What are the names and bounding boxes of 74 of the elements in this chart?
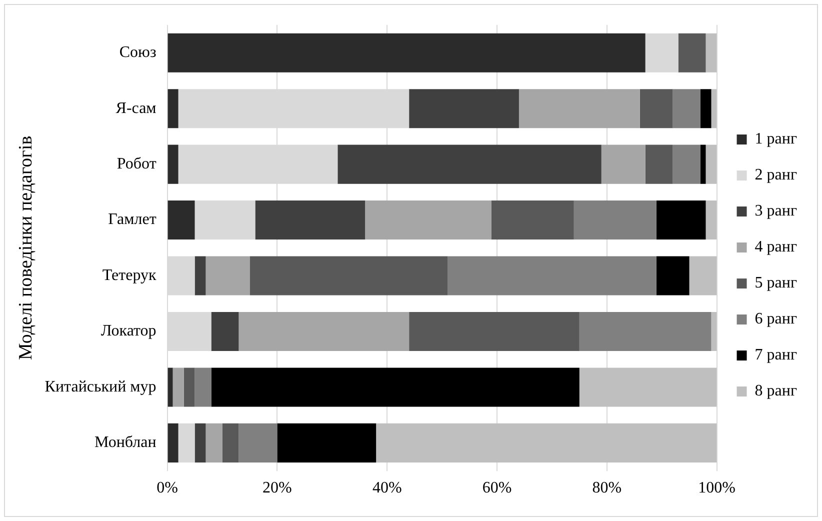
y-tick-label: Локатор bbox=[100, 322, 156, 340]
y-tick-label: Монблан bbox=[94, 434, 157, 452]
bar bbox=[672, 89, 700, 128]
bar bbox=[194, 368, 212, 407]
y-tick-label: Робот bbox=[116, 156, 156, 173]
bar bbox=[518, 89, 640, 128]
legend-label: 6 ранг bbox=[754, 310, 798, 328]
x-tick-label: 80% bbox=[592, 480, 622, 497]
legend-label: 2 ранг bbox=[754, 166, 798, 184]
bar bbox=[168, 368, 173, 407]
y-tick-label: Я-сам bbox=[116, 100, 156, 117]
bar bbox=[168, 89, 178, 128]
bar bbox=[700, 89, 712, 128]
bar bbox=[222, 423, 239, 462]
bar bbox=[601, 144, 646, 184]
bar bbox=[238, 423, 278, 462]
bar bbox=[706, 144, 717, 184]
legend-label: 3 ранг bbox=[754, 202, 798, 220]
bar bbox=[277, 423, 376, 462]
legend-label: 1 ранг bbox=[754, 130, 798, 148]
bar bbox=[706, 33, 717, 72]
bar bbox=[640, 89, 673, 128]
y-tick-label: Гамлет bbox=[108, 211, 156, 228]
bar bbox=[645, 144, 673, 184]
y-axis-title: Моделі поведінки педагогів bbox=[15, 136, 36, 360]
bar bbox=[338, 144, 602, 184]
bar bbox=[168, 33, 646, 72]
x-tick-label: 0% bbox=[156, 480, 178, 497]
bar bbox=[689, 256, 717, 296]
bar bbox=[194, 423, 206, 462]
bar bbox=[409, 312, 580, 351]
bar bbox=[574, 200, 656, 240]
bar bbox=[168, 423, 178, 462]
bar bbox=[706, 200, 717, 240]
y-tick-label: Китайський мур bbox=[44, 378, 156, 396]
bar bbox=[206, 423, 222, 462]
bar bbox=[672, 144, 700, 184]
bar bbox=[448, 256, 656, 296]
x-tick-label: 100% bbox=[698, 480, 736, 497]
bar bbox=[194, 200, 256, 240]
x-tick-label: 60% bbox=[482, 480, 512, 497]
bar bbox=[409, 89, 519, 128]
bar bbox=[238, 312, 410, 351]
bar bbox=[194, 256, 206, 296]
bar bbox=[168, 144, 178, 184]
bar bbox=[376, 423, 717, 462]
y-tick-label: Тетерук bbox=[102, 266, 157, 284]
bar bbox=[365, 200, 492, 240]
bar bbox=[656, 256, 690, 296]
bar bbox=[178, 423, 195, 462]
bar bbox=[211, 368, 580, 407]
bar bbox=[678, 33, 706, 72]
bar bbox=[645, 33, 678, 72]
bar bbox=[168, 200, 195, 240]
legend-label: 7 ранг bbox=[754, 346, 798, 364]
y-tick-label: Союз bbox=[119, 44, 156, 62]
bar bbox=[211, 312, 239, 351]
bar bbox=[711, 312, 717, 351]
bar bbox=[184, 368, 195, 407]
bar bbox=[491, 200, 574, 240]
x-tick-label: 20% bbox=[262, 480, 292, 497]
legend-label: 4 ранг bbox=[754, 238, 798, 256]
bar bbox=[206, 256, 250, 296]
bar bbox=[172, 368, 184, 407]
bar bbox=[656, 200, 706, 240]
legend-label: 8 ранг bbox=[754, 382, 798, 400]
bar bbox=[250, 256, 448, 296]
bar bbox=[579, 368, 717, 407]
x-tick-label: 40% bbox=[372, 480, 402, 497]
bar bbox=[700, 144, 706, 184]
legend-label: 5 ранг bbox=[754, 274, 798, 292]
bar bbox=[579, 312, 712, 351]
bar bbox=[255, 200, 366, 240]
bar bbox=[711, 89, 717, 128]
